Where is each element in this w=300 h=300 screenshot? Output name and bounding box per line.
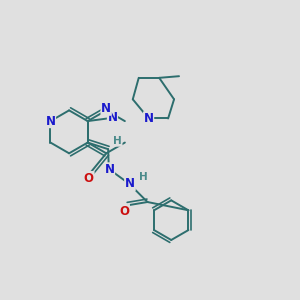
- Text: N: N: [101, 102, 111, 115]
- Text: N: N: [107, 111, 117, 124]
- Text: H: H: [139, 172, 148, 182]
- Text: N: N: [104, 163, 115, 176]
- Text: N: N: [104, 163, 115, 176]
- Text: H: H: [113, 136, 122, 146]
- Text: N: N: [125, 177, 135, 190]
- Text: O: O: [119, 205, 129, 218]
- Text: H: H: [139, 172, 148, 182]
- Text: N: N: [144, 112, 154, 125]
- Text: N: N: [46, 115, 56, 128]
- Text: O: O: [84, 172, 94, 184]
- Text: H: H: [113, 136, 122, 146]
- Text: O: O: [119, 205, 129, 218]
- Text: N: N: [125, 177, 135, 190]
- Text: O: O: [84, 172, 94, 184]
- Text: N: N: [101, 102, 111, 115]
- Text: N: N: [45, 114, 55, 127]
